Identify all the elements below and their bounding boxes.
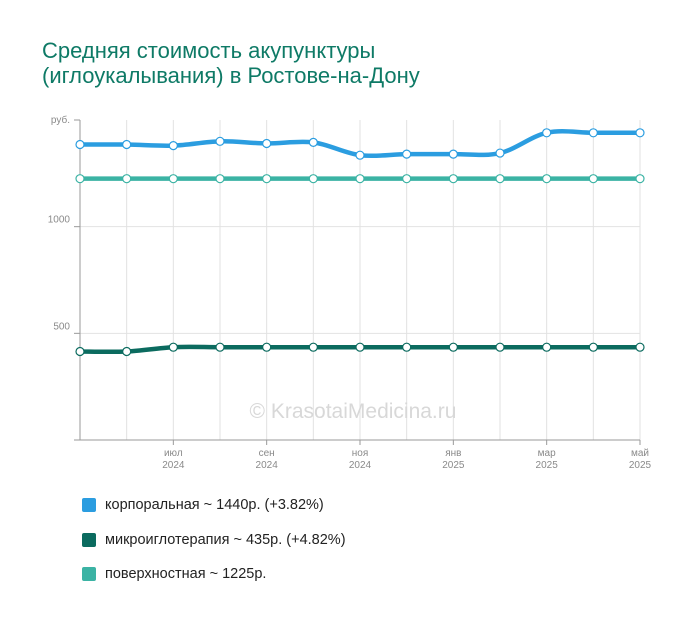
data-point <box>168 174 178 184</box>
data-point <box>215 174 225 184</box>
data-point <box>542 342 552 352</box>
data-point <box>75 174 85 184</box>
data-point <box>262 342 272 352</box>
legend-label-mikroiglo: микроиглотерапия ~ 435р. (+4.82%) <box>105 531 346 548</box>
data-point <box>635 342 645 352</box>
data-point <box>355 150 365 160</box>
chart-title-line-1: Средняя стоимость акупунктуры <box>42 38 376 63</box>
legend-item-mikroiglo[interactable]: микроиглотерапия ~ 435р. (+4.82%) <box>82 523 346 558</box>
y-tick-label: 500 <box>53 321 70 332</box>
data-point <box>122 174 132 184</box>
x-tick-label-month: янв <box>445 448 461 459</box>
data-point <box>402 342 412 352</box>
data-point <box>215 136 225 146</box>
data-point <box>75 139 85 150</box>
data-point <box>122 139 132 150</box>
data-point <box>542 174 552 184</box>
x-tick-label-month: ноя <box>352 448 369 459</box>
y-axis-label: руб. <box>51 114 70 126</box>
data-point <box>448 149 458 159</box>
data-point <box>262 174 272 184</box>
data-point <box>262 138 272 149</box>
y-tick-label: 1000 <box>48 215 71 226</box>
data-point <box>542 128 552 138</box>
data-point <box>308 137 318 147</box>
x-tick-label-year: 2024 <box>349 460 372 471</box>
chart-title: Средняя стоимость акупунктуры (иглоукалы… <box>42 38 662 88</box>
x-tick-label-month: май <box>631 448 649 459</box>
data-point <box>588 174 598 184</box>
data-point <box>355 342 365 352</box>
legend-label-korporalnaya: корпоральная ~ 1440р. (+3.82%) <box>105 497 324 514</box>
data-point <box>75 346 85 357</box>
data-point <box>402 174 412 184</box>
legend-swatch-korporalnaya <box>82 498 96 513</box>
x-tick-label-month: июл <box>164 448 183 459</box>
legend: корпоральная ~ 1440р. (+3.82%) микроигло… <box>82 488 346 592</box>
data-point <box>168 141 178 151</box>
data-point <box>308 342 318 352</box>
data-point <box>635 128 645 138</box>
data-point <box>215 342 225 352</box>
data-point <box>168 342 178 352</box>
data-point <box>635 174 645 184</box>
data-point <box>448 342 458 352</box>
data-point <box>588 342 598 352</box>
data-point <box>495 342 505 352</box>
x-tick-label-year: 2024 <box>162 460 185 471</box>
x-tick-label-month: сен <box>259 448 275 459</box>
data-point <box>495 174 505 184</box>
legend-item-poverkhnostnaya[interactable]: поверхностная ~ 1225р. <box>82 557 346 592</box>
legend-swatch-mikroiglo <box>82 532 96 547</box>
data-point <box>355 174 365 184</box>
x-tick-label-year: 2025 <box>536 460 559 471</box>
legend-swatch-poverkhnostnaya <box>82 567 96 582</box>
data-point <box>448 174 458 184</box>
data-point <box>495 148 505 158</box>
legend-item-korporalnaya[interactable]: корпоральная ~ 1440р. (+3.82%) <box>82 488 346 523</box>
x-tick-label-year: 2025 <box>629 460 652 471</box>
data-point <box>402 149 412 159</box>
data-point <box>122 346 132 357</box>
data-point <box>308 174 318 184</box>
chart-title-line-2: (иглоукалывания) в Ростове-на-Дону <box>42 63 420 88</box>
data-point <box>588 128 598 138</box>
x-tick-label-month: мар <box>538 448 556 459</box>
watermark: © KrasotaiMedicina.ru <box>250 400 457 423</box>
x-tick-label-year: 2024 <box>256 460 279 471</box>
x-tick-label-year: 2025 <box>442 460 465 471</box>
legend-label-poverkhnostnaya: поверхностная ~ 1225р. <box>105 566 267 583</box>
